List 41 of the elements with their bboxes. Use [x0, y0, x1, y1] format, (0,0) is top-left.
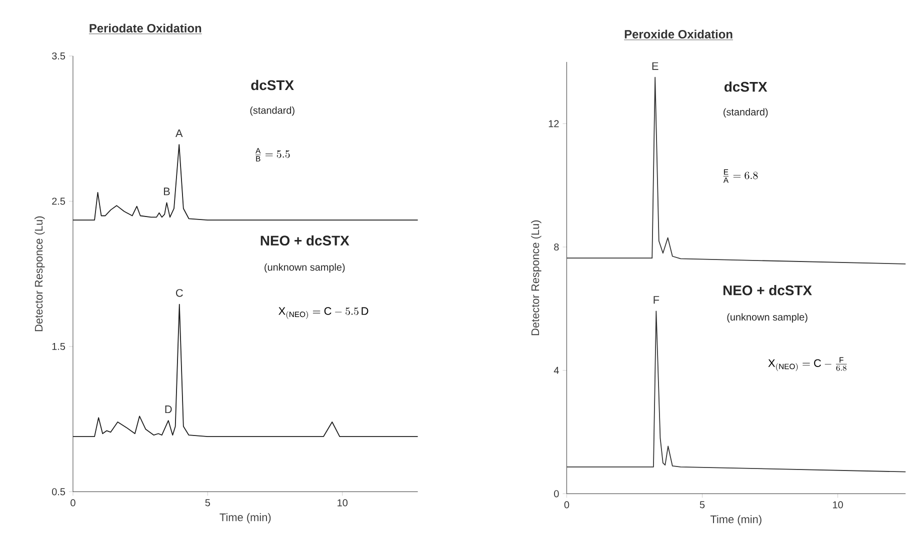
y-tick-label: 3.5: [52, 52, 66, 60]
y-tick-label: 2.5: [52, 198, 66, 205]
annotation: C: [176, 289, 183, 297]
y-tick-label: 0.5: [52, 488, 66, 496]
x-tick-label: 0: [70, 499, 76, 506]
annotation: $\frac{\mathrm{A}}{\mathrm{B}} = 5.5$: [256, 148, 290, 162]
x-tick-label: 5: [700, 501, 705, 508]
annotation: (standard): [724, 108, 768, 118]
y-tick-label: 0: [554, 490, 559, 498]
annotation: NEO + dcSTX: [724, 285, 812, 296]
annotation: F: [654, 296, 660, 304]
annotation: dcSTX: [724, 82, 768, 92]
annotation: D: [165, 406, 172, 414]
y-tick-label: 1.5: [52, 343, 66, 350]
y-axis-title: Detector Responce (Lu): [34, 216, 45, 332]
annotation: E: [652, 62, 658, 70]
x-tick-label: 5: [205, 499, 210, 506]
y-tick-label: 8: [554, 244, 559, 251]
y-axis-title: Detector Responce (Lu): [531, 220, 542, 336]
y-tick-label: 4: [554, 367, 559, 374]
y-tick-label: 12: [548, 120, 559, 128]
annotation: A: [175, 130, 183, 138]
annotation: $\mathrm{X}_{(\mathrm{NEO})} = \mathrm{C} - 5.5\,\mathrm{D}$: [278, 307, 368, 320]
line-series: [566, 77, 906, 265]
annotation: dcSTX: [251, 80, 294, 90]
chart-title: Peroxide Oxidation: [624, 30, 732, 39]
x-tick-label: 0: [564, 501, 570, 508]
annotation: NEO + dcSTX: [260, 235, 350, 246]
x-tick-label: 10: [338, 499, 348, 506]
annotation: $\mathrm{X}_{(\mathrm{NEO})} = \mathrm{C} - \frac{\mathrm{F}}{6.8}$: [768, 357, 847, 372]
x-tick-label: 10: [833, 501, 843, 508]
annotation: B: [164, 188, 170, 196]
annotation: $\frac{\mathrm{E}}{\mathrm{A}} = 6.8$: [723, 170, 758, 183]
annotation: (unknown sample): [727, 313, 808, 323]
line-series: [72, 304, 418, 438]
line-series: [566, 310, 906, 472]
annotation: (standard): [250, 106, 294, 116]
x-axis-title: Time (min): [220, 513, 271, 524]
chart-title: Periodate Oxidation: [90, 24, 202, 33]
annotation: (unknown sample): [264, 264, 345, 273]
x-axis-title: Time (min): [710, 515, 762, 526]
